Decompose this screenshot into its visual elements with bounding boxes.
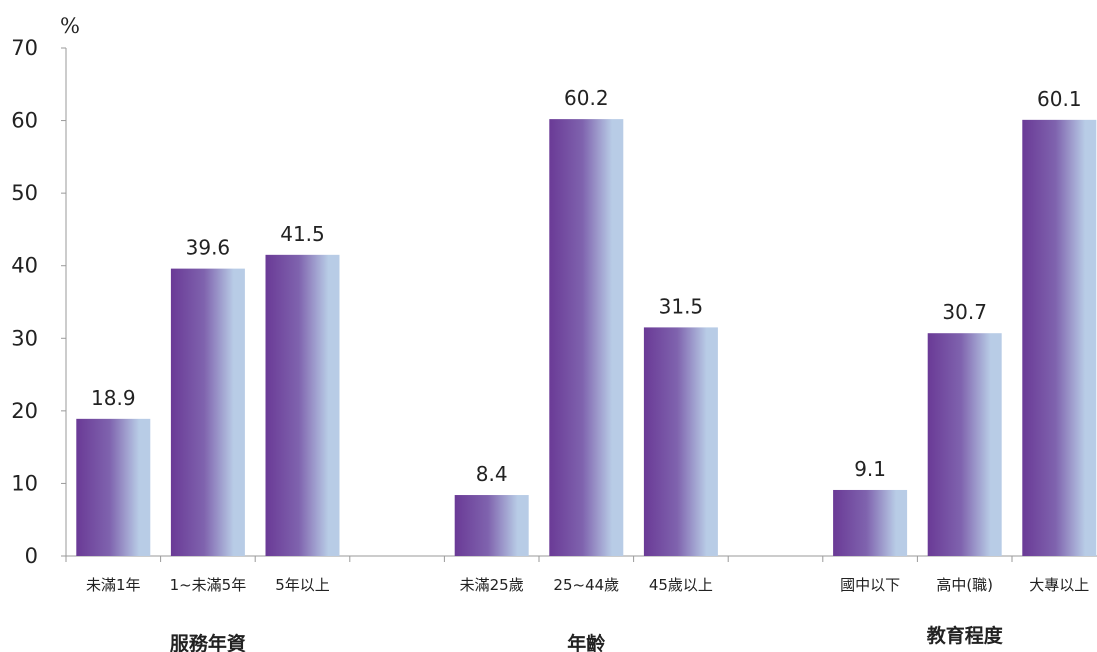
y-tick-label: 30 bbox=[11, 326, 38, 350]
x-tick-label: 未滿25歲 bbox=[460, 576, 524, 594]
data-label: 31.5 bbox=[659, 294, 704, 318]
x-tick-label: 國中以下 bbox=[840, 576, 900, 594]
x-tick-label: 高中(職) bbox=[936, 576, 993, 594]
bar bbox=[265, 254, 340, 557]
group-label: 教育程度 bbox=[927, 624, 1004, 647]
bar bbox=[833, 489, 908, 556]
x-tick-label: 25~44歲 bbox=[553, 576, 619, 594]
data-label: 60.1 bbox=[1037, 87, 1082, 111]
bar bbox=[927, 333, 1002, 556]
y-tick-label: 20 bbox=[11, 399, 38, 423]
data-label: 8.4 bbox=[476, 462, 508, 486]
bar bbox=[170, 268, 245, 556]
x-tick-label: 1~未滿5年 bbox=[170, 576, 247, 594]
bars bbox=[76, 119, 1097, 557]
y-tick-label: 70 bbox=[11, 36, 38, 60]
data-label: 9.1 bbox=[854, 457, 886, 481]
x-tick-label: 45歲以上 bbox=[649, 576, 713, 594]
y-tick-label: 60 bbox=[11, 109, 38, 133]
data-label: 18.9 bbox=[91, 386, 136, 410]
x-tick-label: 未滿1年 bbox=[86, 576, 141, 594]
x-tick-label: 大專以上 bbox=[1029, 576, 1089, 594]
data-label: 41.5 bbox=[280, 222, 325, 246]
bar bbox=[76, 418, 151, 556]
y-tick-label: 40 bbox=[11, 254, 38, 278]
data-label: 39.6 bbox=[186, 236, 231, 260]
y-tick-label: 10 bbox=[11, 471, 38, 495]
bar bbox=[1022, 119, 1097, 557]
bar bbox=[454, 495, 529, 556]
group-label: 服務年資 bbox=[170, 632, 246, 652]
y-tick-label: 50 bbox=[11, 181, 38, 205]
data-label: 30.7 bbox=[942, 300, 987, 324]
x-tick-label: 5年以上 bbox=[275, 576, 330, 594]
group-label: 年齡 bbox=[567, 632, 605, 652]
y-tick-label: 0 bbox=[25, 544, 38, 568]
bar bbox=[643, 327, 718, 556]
data-label: 60.2 bbox=[564, 86, 609, 110]
y-axis-unit-label: % bbox=[60, 14, 80, 38]
bar bbox=[549, 119, 624, 557]
